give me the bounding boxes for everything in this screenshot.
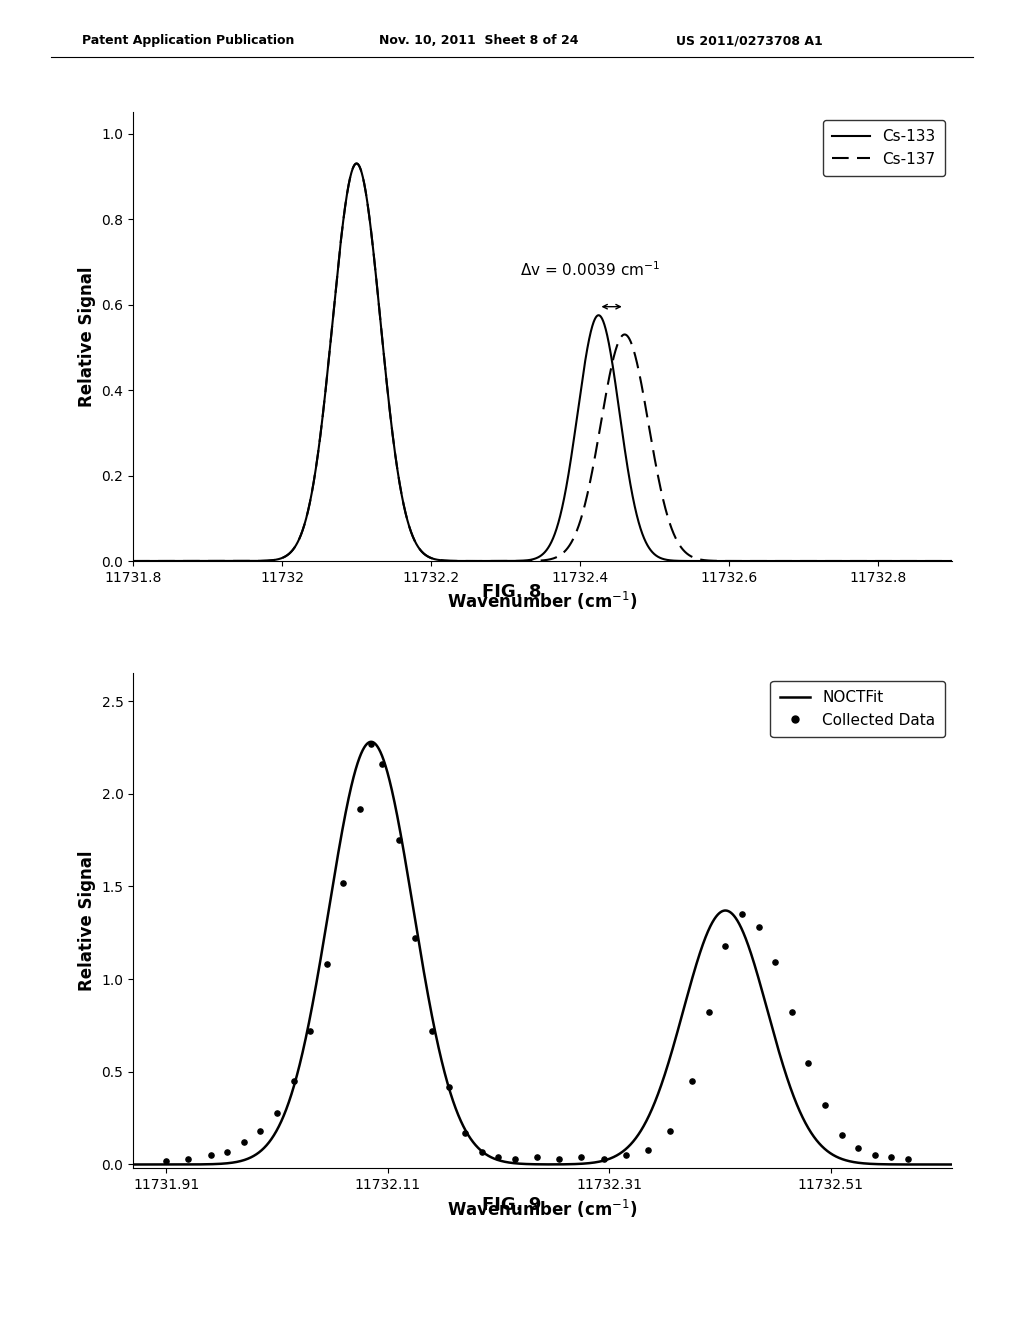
Cs-137 [618,326,631,342]
Collected Data [783,1002,800,1023]
Text: Patent Application Publication: Patent Application Publication [82,34,294,48]
Collected Data [374,754,390,775]
Collected Data [318,954,335,975]
Cs-133 [946,553,958,569]
Collected Data [900,1148,916,1170]
Collected Data [734,904,751,925]
NOCTFit [618,1142,631,1158]
Cs-137 [946,553,958,569]
Text: FIG. 8: FIG. 8 [482,582,542,601]
Collected Data [850,1138,866,1159]
Collected Data [362,733,379,754]
Collected Data [158,1150,174,1171]
Collected Data [269,1102,286,1123]
NOCTFit [275,1111,288,1127]
Collected Data [457,1122,473,1143]
Collected Data [424,1020,440,1041]
Collected Data [662,1121,678,1142]
Text: FIG. 9: FIG. 9 [482,1196,542,1214]
Y-axis label: Relative Signal: Relative Signal [78,850,96,991]
Cs-133 [738,553,751,569]
Collected Data [335,873,351,894]
NOCTFit [738,928,751,944]
Collected Data [866,1144,883,1166]
Collected Data [219,1140,236,1162]
Line: Cs-133: Cs-133 [133,164,952,561]
Cs-137 [440,553,453,569]
Cs-137 [738,553,751,569]
Line: NOCTFit: NOCTFit [133,742,952,1164]
Collected Data [474,1140,490,1162]
Collected Data [573,1147,590,1168]
NOCTFit [946,1156,958,1172]
Cs-133 [275,550,288,566]
Collected Data [700,1002,717,1023]
Cs-137 [127,553,139,569]
Collected Data [203,1144,219,1166]
Collected Data [390,829,407,850]
X-axis label: Wavenumber (cm$^{-1}$): Wavenumber (cm$^{-1}$) [447,1197,638,1220]
NOCTFit [127,1156,139,1172]
Cs-133 [801,553,813,569]
Collected Data [408,928,424,949]
Legend: NOCTFit, Collected Data: NOCTFit, Collected Data [770,681,945,737]
Cs-133 [659,552,672,568]
Collected Data [767,952,783,973]
Collected Data [717,935,733,956]
Y-axis label: Relative Signal: Relative Signal [78,267,96,407]
Line: Cs-137: Cs-137 [133,164,952,561]
Text: Nov. 10, 2011  Sheet 8 of 24: Nov. 10, 2011 Sheet 8 of 24 [379,34,579,48]
Text: US 2011/0273708 A1: US 2011/0273708 A1 [676,34,822,48]
Collected Data [352,799,369,820]
NOCTFit [365,734,377,750]
Cs-133 [350,156,362,172]
Collected Data [490,1147,507,1168]
Cs-137 [801,553,813,569]
Collected Data [507,1148,523,1170]
Cs-137 [659,503,672,519]
Collected Data [529,1147,546,1168]
Legend: Cs-133, Cs-137: Cs-133, Cs-137 [822,120,945,176]
Cs-133 [618,440,631,455]
Collected Data [595,1148,611,1170]
Cs-133 [127,553,139,569]
NOCTFit [659,1063,672,1078]
Collected Data [286,1071,302,1092]
Text: Δv = 0.0039 cm$^{-1}$: Δv = 0.0039 cm$^{-1}$ [520,260,660,279]
Collected Data [817,1094,834,1115]
Collected Data [800,1052,816,1073]
Collected Data [884,1147,900,1168]
Collected Data [684,1071,700,1092]
Collected Data [180,1148,197,1170]
Collected Data [834,1125,850,1146]
Collected Data [252,1121,268,1142]
Collected Data [440,1076,457,1097]
Cs-133 [440,553,453,569]
Collected Data [617,1144,634,1166]
NOCTFit [801,1118,813,1134]
Cs-137 [350,156,362,172]
NOCTFit [440,1071,453,1086]
X-axis label: Wavenumber (cm$^{-1}$): Wavenumber (cm$^{-1}$) [447,590,638,612]
Cs-137 [275,550,288,566]
Collected Data [236,1131,252,1152]
Collected Data [640,1139,656,1160]
Collected Data [302,1020,318,1041]
Collected Data [551,1148,567,1170]
Collected Data [751,916,767,937]
